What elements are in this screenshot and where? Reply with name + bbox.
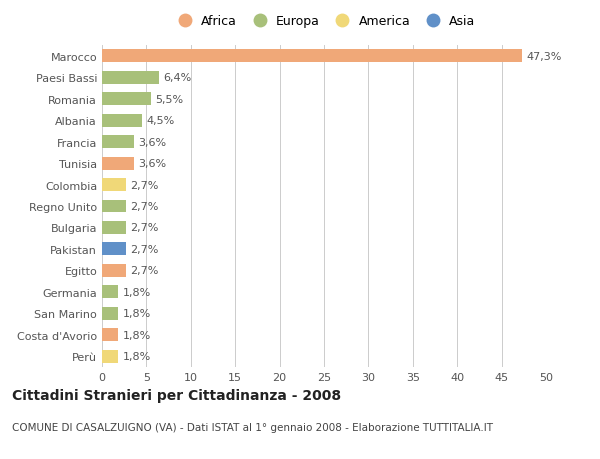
Bar [102, 307, 118, 320]
Bar [102, 222, 126, 235]
Text: 1,8%: 1,8% [122, 352, 151, 362]
Bar [102, 114, 142, 127]
Text: 2,7%: 2,7% [130, 266, 159, 276]
Bar [102, 243, 126, 256]
Text: 3,6%: 3,6% [139, 137, 167, 147]
Text: 47,3%: 47,3% [526, 51, 562, 62]
Text: 6,4%: 6,4% [163, 73, 191, 83]
Bar [102, 157, 134, 170]
Text: 1,8%: 1,8% [122, 287, 151, 297]
Bar [102, 264, 126, 277]
Text: 4,5%: 4,5% [146, 116, 175, 126]
Bar [102, 286, 118, 299]
Bar [102, 136, 134, 149]
Text: 2,7%: 2,7% [130, 223, 159, 233]
Text: 2,7%: 2,7% [130, 202, 159, 212]
Text: Cittadini Stranieri per Cittadinanza - 2008: Cittadini Stranieri per Cittadinanza - 2… [12, 388, 341, 402]
Bar [102, 329, 118, 341]
Text: 5,5%: 5,5% [155, 95, 184, 105]
Text: COMUNE DI CASALZUIGNO (VA) - Dati ISTAT al 1° gennaio 2008 - Elaborazione TUTTIT: COMUNE DI CASALZUIGNO (VA) - Dati ISTAT … [12, 422, 493, 432]
Bar [102, 50, 522, 63]
Text: 2,7%: 2,7% [130, 244, 159, 254]
Bar [102, 350, 118, 363]
Text: 1,8%: 1,8% [122, 330, 151, 340]
Text: 2,7%: 2,7% [130, 180, 159, 190]
Text: 1,8%: 1,8% [122, 308, 151, 319]
Text: 3,6%: 3,6% [139, 159, 167, 169]
Bar [102, 200, 126, 213]
Bar [102, 93, 151, 106]
Bar [102, 72, 159, 84]
Legend: Africa, Europa, America, Asia: Africa, Europa, America, Asia [167, 10, 481, 33]
Bar [102, 179, 126, 191]
